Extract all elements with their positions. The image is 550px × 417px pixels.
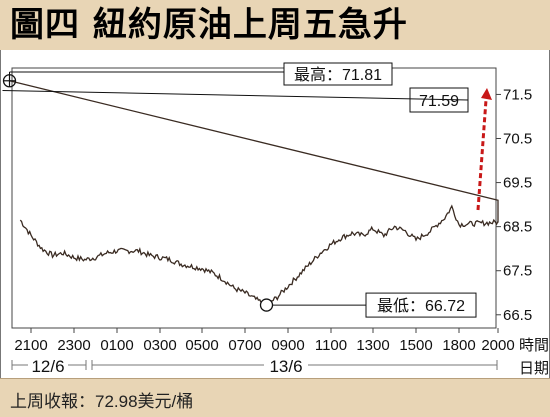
y-tick-label: 71.5: [503, 86, 532, 103]
price-chart: 66.5 67.5 68.5 69.5 70.5 71.5 2100 2300 0100 0300…: [2, 62, 549, 354]
value-label: 71.59: [419, 93, 459, 110]
date-axis-label: 日期: [519, 360, 549, 377]
y-tick-label: 70.5: [503, 131, 532, 148]
chart-title: 圖四 紐約原油上周五急升: [10, 5, 408, 45]
date-row: 12/6 13/6 日期: [0, 357, 550, 379]
x-tick-label: 1800: [442, 337, 475, 354]
y-tick-label: 66.5: [503, 307, 532, 324]
closing-price-text: 上周收報：72.98美元/桶: [10, 392, 194, 411]
plot-border: [11, 67, 497, 329]
date-label: 13/6: [269, 357, 302, 376]
low-marker: [259, 298, 274, 312]
title-bar: 圖四 紐約原油上周五急升: [0, 0, 550, 50]
y-tick-label: 68.5: [503, 219, 532, 236]
date-label-bg: [28, 357, 68, 375]
x-tick-label: 0700: [228, 337, 261, 354]
low-label-box: [365, 292, 477, 318]
date-axis: 12/6 13/6 日期: [11, 357, 549, 377]
date-label-bg: [264, 357, 308, 375]
x-tick-label: 0500: [185, 337, 218, 354]
rise-arrow-shaft: [476, 99, 488, 211]
y-tick-label: 67.5: [503, 263, 532, 280]
high-label-box: [283, 62, 393, 86]
value-leader: [2, 89, 469, 101]
x-tick-label: 2100: [14, 337, 47, 354]
low-label: 最低：66.72: [377, 297, 465, 315]
price-line: [9, 80, 499, 307]
x-tick-label: 0900: [271, 337, 304, 354]
y-tick-label: 69.5: [503, 175, 532, 192]
footer: 上周收報：72.98美元/桶: [0, 378, 550, 417]
x-tick-label: 1500: [399, 337, 432, 354]
x-axis-label: 時間: [519, 337, 549, 354]
chart-area: 66.5 67.5 68.5 69.5 70.5 71.5 2100 2300 0100 0300…: [0, 60, 550, 360]
x-tick-label: 0100: [100, 337, 133, 354]
x-tick-label: 2300: [57, 337, 90, 354]
rise-arrow-head: [481, 88, 492, 100]
x-tick-label: 2000: [481, 337, 514, 354]
date-label: 12/6: [31, 357, 64, 376]
x-tick-label: 0300: [143, 337, 176, 354]
x-tick-label: 1100: [315, 337, 347, 354]
high-label: 最高：71.81: [294, 66, 382, 84]
x-tick-label: 1300: [356, 337, 389, 354]
